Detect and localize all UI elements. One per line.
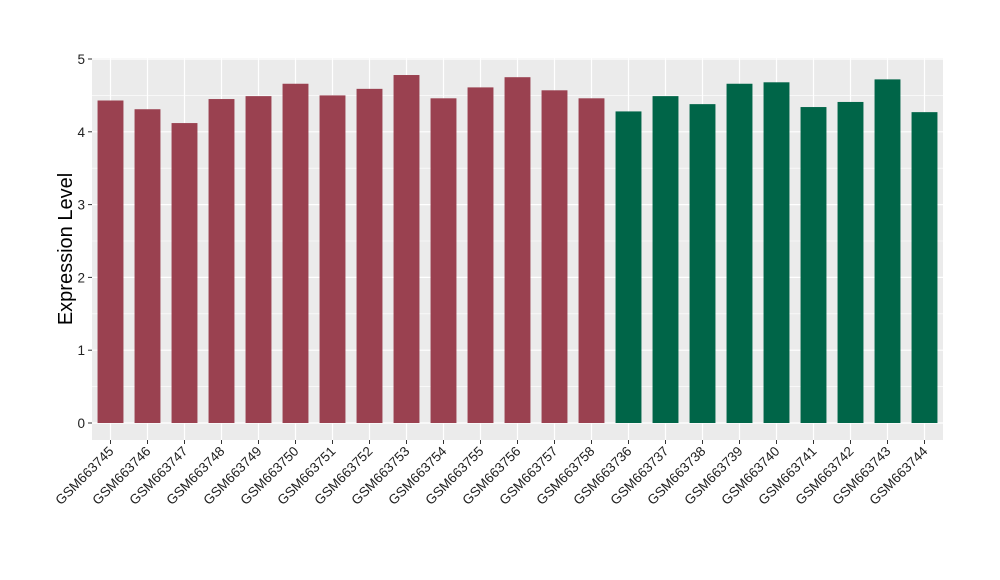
bar bbox=[282, 83, 309, 423]
bar bbox=[134, 109, 161, 424]
y-tick-label: 3 bbox=[77, 198, 85, 213]
bar bbox=[504, 77, 531, 423]
bar bbox=[356, 88, 383, 424]
bar bbox=[208, 99, 235, 423]
y-tick-label: 0 bbox=[77, 416, 85, 431]
y-tick-label: 2 bbox=[77, 270, 85, 285]
x-axis: GSM663745GSM663746GSM663747GSM663748GSM6… bbox=[52, 440, 931, 508]
bar bbox=[911, 112, 938, 424]
bar bbox=[763, 82, 790, 424]
y-axis-title: Expression Level bbox=[55, 173, 77, 325]
bar bbox=[837, 101, 864, 424]
bar bbox=[652, 96, 679, 424]
bar bbox=[97, 100, 124, 423]
bar bbox=[578, 98, 605, 423]
bar bbox=[726, 83, 753, 423]
bar bbox=[245, 96, 272, 424]
bar bbox=[541, 90, 568, 423]
bar bbox=[171, 123, 198, 424]
y-tick-label: 5 bbox=[77, 52, 85, 67]
y-tick-label: 4 bbox=[77, 125, 85, 140]
bar bbox=[393, 75, 420, 424]
bars bbox=[97, 75, 938, 424]
bar bbox=[430, 98, 457, 423]
bar bbox=[874, 79, 901, 423]
bar bbox=[689, 104, 716, 424]
bar bbox=[467, 87, 494, 423]
bar bbox=[615, 111, 642, 423]
y-tick-label: 1 bbox=[77, 343, 85, 358]
y-axis: 0 1 2 3 4 5 bbox=[77, 52, 92, 431]
bar bbox=[319, 95, 346, 424]
bar bbox=[800, 107, 827, 423]
